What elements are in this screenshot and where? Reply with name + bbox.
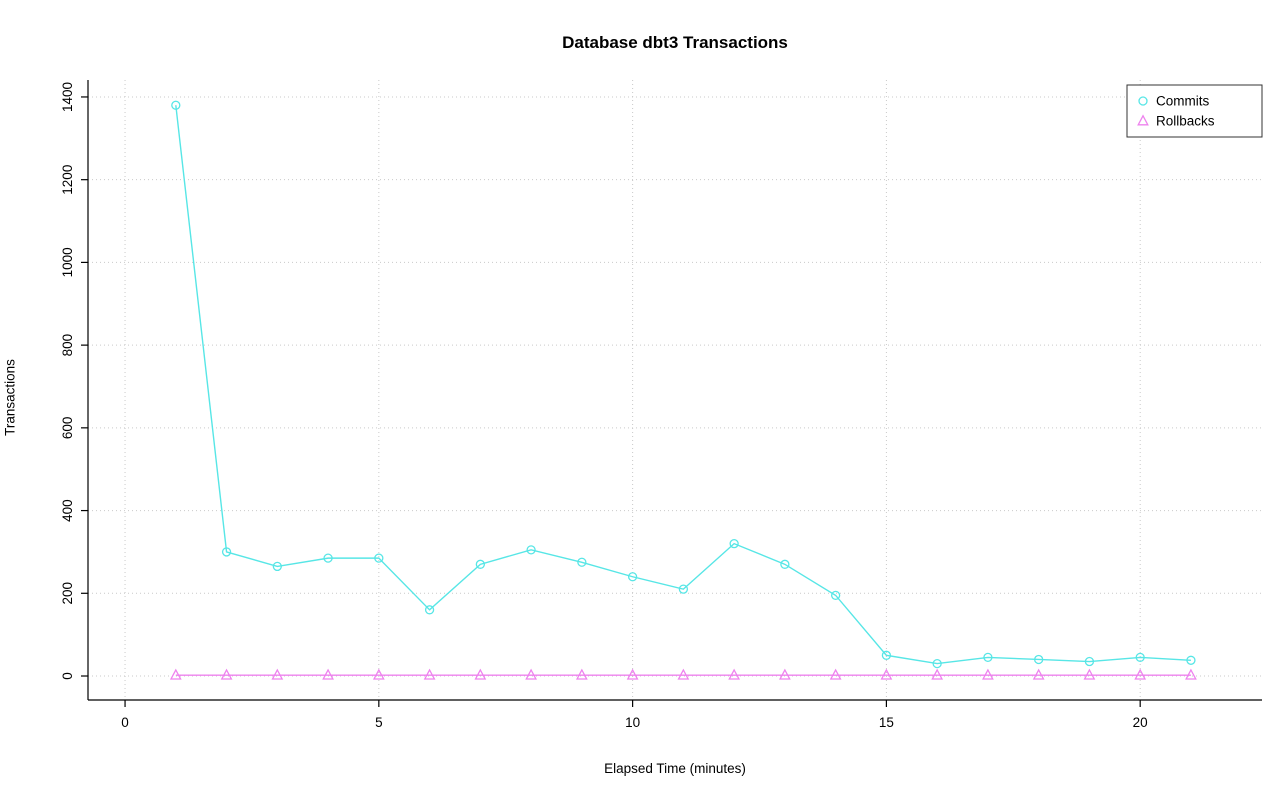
y-tick-label: 800 bbox=[60, 334, 75, 357]
x-tick-label: 15 bbox=[879, 715, 894, 730]
legend-label-rollbacks: Rollbacks bbox=[1156, 114, 1215, 129]
legend: Commits Rollbacks bbox=[1126, 84, 1263, 138]
series-commits bbox=[171, 100, 1196, 669]
x-tick-label: 5 bbox=[375, 715, 383, 730]
chart-title: Database dbt3 Transactions bbox=[562, 33, 788, 52]
x-axis-label: Elapsed Time (minutes) bbox=[604, 761, 746, 776]
y-tick-label: 600 bbox=[60, 417, 75, 440]
series-rollbacks bbox=[169, 668, 1197, 680]
legend-label-commits: Commits bbox=[1156, 94, 1209, 109]
y-tick-label: 0 bbox=[60, 672, 75, 680]
x-tick-label: 20 bbox=[1133, 715, 1148, 730]
y-tick-label: 1000 bbox=[60, 247, 75, 277]
y-tick-label: 1400 bbox=[60, 82, 75, 112]
y-tick-label: 1200 bbox=[60, 165, 75, 195]
y-tick-label: 200 bbox=[60, 582, 75, 605]
y-tick-label: 400 bbox=[60, 499, 75, 522]
x-tick-label: 10 bbox=[625, 715, 640, 730]
grid bbox=[88, 80, 1262, 700]
x-tick-label: 0 bbox=[121, 715, 129, 730]
